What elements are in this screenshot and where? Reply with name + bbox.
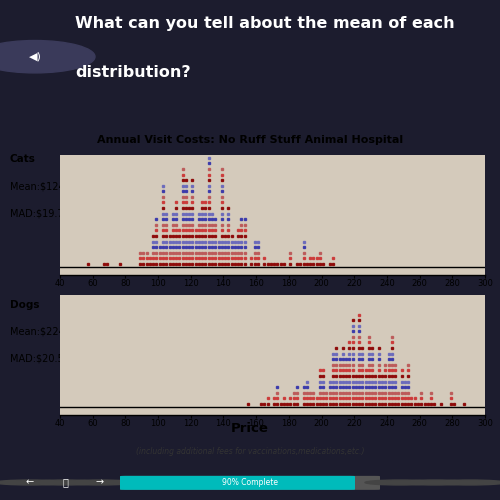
Text: 90% Complete: 90% Complete bbox=[222, 478, 278, 487]
Circle shape bbox=[0, 480, 65, 485]
Circle shape bbox=[65, 480, 135, 485]
Circle shape bbox=[0, 40, 95, 73]
Text: →: → bbox=[96, 478, 104, 488]
FancyBboxPatch shape bbox=[120, 476, 380, 490]
Text: MAD:$19.75: MAD:$19.75 bbox=[10, 208, 70, 218]
Text: distribution?: distribution? bbox=[75, 65, 190, 80]
Text: Mean:$224.65: Mean:$224.65 bbox=[10, 326, 80, 336]
Text: ←: ← bbox=[26, 478, 34, 488]
FancyBboxPatch shape bbox=[120, 476, 355, 490]
Text: MAD:$20.52: MAD:$20.52 bbox=[10, 354, 70, 364]
Circle shape bbox=[400, 480, 470, 485]
Text: ⏸: ⏸ bbox=[62, 478, 68, 488]
Text: Annual Visit Costs: No Ruff Stuff Animal Hospital: Annual Visit Costs: No Ruff Stuff Animal… bbox=[97, 135, 403, 145]
Text: Mean:$124.84: Mean:$124.84 bbox=[10, 182, 80, 192]
Circle shape bbox=[365, 480, 435, 485]
Circle shape bbox=[435, 480, 500, 485]
Text: Price: Price bbox=[231, 422, 269, 436]
Circle shape bbox=[30, 480, 100, 485]
Text: ◀): ◀) bbox=[28, 52, 42, 62]
Text: Cats: Cats bbox=[10, 154, 36, 164]
Text: Dogs: Dogs bbox=[10, 300, 40, 310]
Text: What can you tell about the mean of each: What can you tell about the mean of each bbox=[75, 16, 454, 31]
Text: (including additional fees for vaccinations,medications,etc.): (including additional fees for vaccinati… bbox=[136, 446, 364, 456]
